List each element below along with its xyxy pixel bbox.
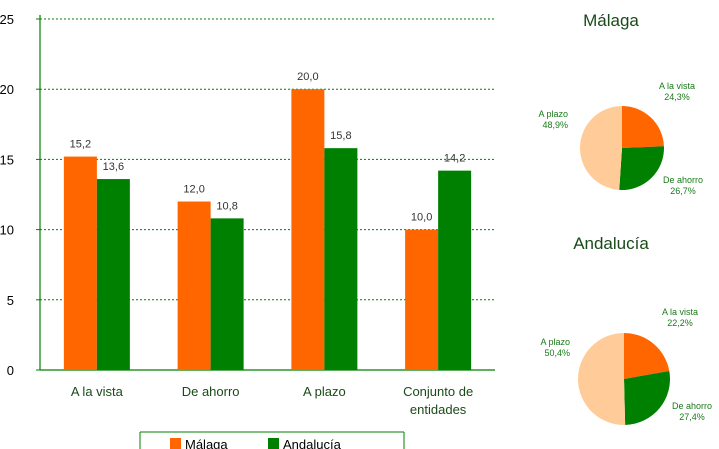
data-label: 10,0 bbox=[411, 212, 432, 224]
y-tick-label: 20 bbox=[0, 82, 14, 97]
y-tick-label: 25 bbox=[0, 12, 14, 27]
pie-slice-value: 50,4% bbox=[544, 348, 570, 358]
bar-andalucia bbox=[96, 179, 130, 370]
pie-slice-label: A la vista bbox=[659, 81, 695, 91]
bar-andalucia bbox=[324, 148, 358, 370]
pie-slice-value: 22,2% bbox=[667, 318, 693, 328]
pie-slice bbox=[577, 333, 626, 426]
pie-slice bbox=[622, 106, 664, 148]
pie-slice-label: A plazo bbox=[540, 337, 570, 347]
data-label: 14,2 bbox=[444, 153, 465, 165]
bar-malaga bbox=[291, 89, 325, 370]
y-tick-label: 10 bbox=[0, 223, 14, 238]
pie-slice-value: 27,4% bbox=[679, 412, 705, 422]
legend-label-andalucia: Andalucía bbox=[283, 437, 342, 449]
x-tick-label: A plazo bbox=[303, 384, 346, 399]
pie-slice-label: A plazo bbox=[538, 109, 568, 119]
chart-legend: Málaga Andalucía bbox=[139, 431, 405, 449]
data-label: 10,8 bbox=[216, 200, 237, 212]
bar-andalucia bbox=[438, 170, 472, 370]
x-tick-label: entidades bbox=[410, 402, 467, 417]
legend-label-malaga: Málaga bbox=[185, 437, 228, 449]
data-label: 15,2 bbox=[70, 139, 91, 151]
pie-slice-value: 48,9% bbox=[542, 120, 568, 130]
legend-swatch-andalucia bbox=[268, 438, 279, 449]
pie-slice bbox=[580, 106, 622, 190]
x-tick-label: A la vista bbox=[71, 384, 124, 399]
y-tick-label: 5 bbox=[7, 293, 14, 308]
pie-slice bbox=[624, 333, 670, 379]
bar-andalucia bbox=[210, 218, 244, 370]
data-label: 20,0 bbox=[297, 71, 318, 83]
bar-malaga bbox=[177, 201, 211, 370]
pie-slice-label: A la vista bbox=[662, 307, 698, 317]
pie-title: Málaga bbox=[583, 11, 639, 30]
legend-swatch-malaga bbox=[170, 438, 181, 449]
data-label: 12,0 bbox=[183, 184, 204, 196]
data-label: 13,6 bbox=[103, 161, 124, 173]
x-tick-label: Conjunto de bbox=[403, 384, 473, 399]
y-tick-label: 0 bbox=[7, 363, 14, 378]
pie-slice-label: De ahorro bbox=[663, 175, 703, 185]
pie-title: Andalucía bbox=[573, 234, 649, 253]
pie-slice-label: De ahorro bbox=[672, 401, 712, 411]
bar-malaga bbox=[405, 229, 439, 370]
pie-slice-value: 26,7% bbox=[670, 186, 696, 196]
data-label: 15,8 bbox=[330, 130, 351, 142]
pie-slice bbox=[619, 146, 664, 190]
pie-slice bbox=[624, 370, 670, 425]
pie-slice-value: 24,3% bbox=[664, 92, 690, 102]
bar-chart: 0 5 10 15 20 25 15,2 13,6 A la vista 12,0 10,8 De a… bbox=[0, 12, 495, 417]
bar-malaga bbox=[63, 156, 97, 370]
x-tick-label: De ahorro bbox=[182, 384, 240, 399]
y-tick-label: 15 bbox=[0, 152, 14, 167]
